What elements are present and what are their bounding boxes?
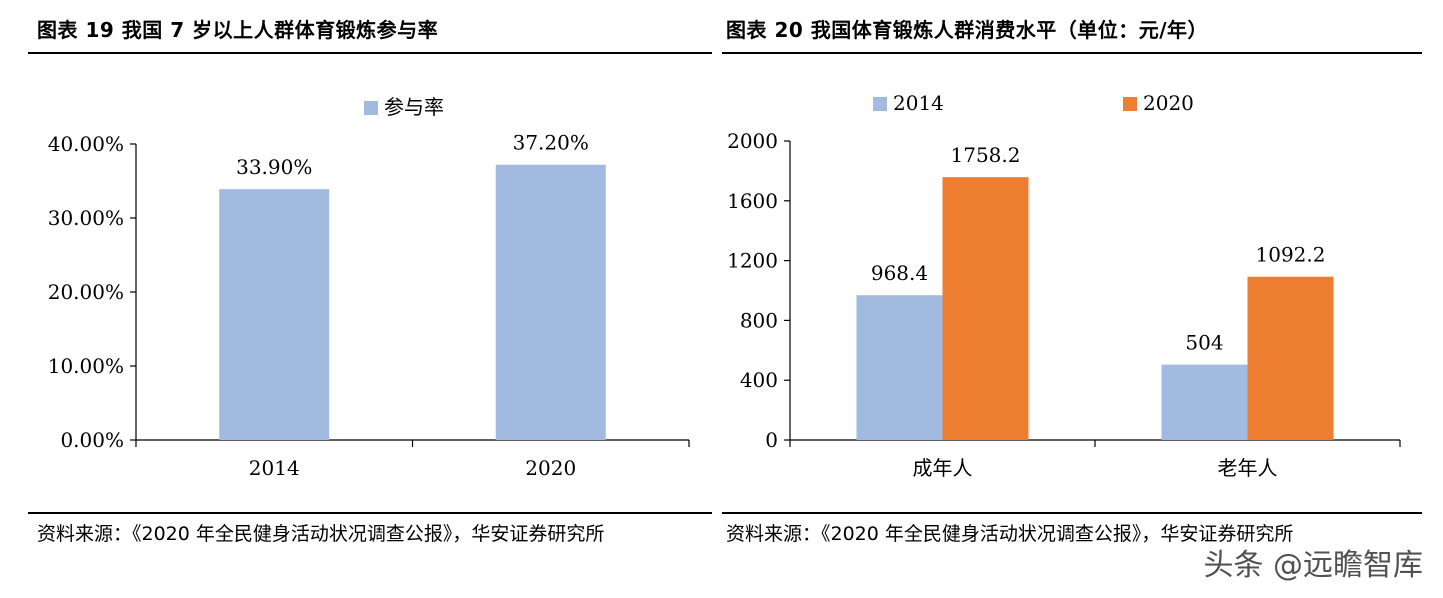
x-tick-label: 老年人 [1218,456,1278,480]
y-tick-label: 0.00% [60,428,124,452]
right-source-note: 资料来源：《2020 年全民健身活动状况调查公报》，华安证券研究所 [726,523,1294,545]
left-figure-title: 图表 19 我国 7 岁以上人群体育锻炼参与率 [37,18,439,42]
bar [942,177,1029,440]
left-title-rule [28,52,712,54]
y-tick-label: 40.00% [48,132,124,156]
data-label: 33.90% [236,155,312,179]
right-title-rule [722,52,1422,54]
right-bar-chart: 0 400 800 1200 1600 2000 成年人 老年人 968.4 504 1758.2 1… [727,91,1401,480]
legend-swatch [364,101,378,115]
data-label: 37.20% [513,131,589,155]
legend-swatch [1123,97,1137,111]
data-label: 1758.2 [951,143,1021,167]
y-tick-label: 800 [740,308,778,332]
y-tick-label: 30.00% [48,206,124,230]
y-tick-label: 1200 [727,249,778,273]
right-figure-title: 图表 20 我国体育锻炼人群消费水平（单位：元/年） [726,18,1209,42]
data-label: 1092.2 [1256,243,1326,267]
y-tick-label: 1600 [727,189,778,213]
bar [1161,364,1248,440]
x-tick-label: 2020 [525,456,576,480]
data-label: 968.4 [871,261,928,285]
legend-label: 2014 [893,91,944,115]
left-figure: 图表 19 我国 7 岁以上人群体育锻炼参与率 0.00% 10.00% 20.00… [0,0,712,598]
data-label: 504 [1185,331,1223,355]
right-figure: 图表 20 我国体育锻炼人群消费水平（单位：元/年） 0 400 800 1200 16… [722,0,1443,598]
y-tick-label: 10.00% [48,354,124,378]
legend-label: 2020 [1143,91,1194,115]
x-tick-label: 成年人 [913,456,973,480]
bar [219,189,330,440]
left-bar-chart: 0.00% 10.00% 20.00% 30.00% 40.00% 2014 2020 33.… [48,95,690,480]
right-source-rule [722,512,1422,514]
y-tick-label: 400 [740,368,778,392]
watermark-text: 头条 @远瞻智库 [1203,548,1423,583]
left-source-rule [28,512,712,514]
x-tick-label: 2014 [249,456,300,480]
y-tick-label: 20.00% [48,280,124,304]
left-source-note: 资料来源：《2020 年全民健身活动状况调查公报》，华安证券研究所 [37,523,605,545]
legend-label: 参与率 [384,95,444,119]
bar [1247,276,1334,440]
y-tick-label: 2000 [727,129,778,153]
bar [856,295,943,440]
legend-swatch [873,97,887,111]
y-tick-label: 0 [765,428,778,452]
bar [495,164,606,440]
